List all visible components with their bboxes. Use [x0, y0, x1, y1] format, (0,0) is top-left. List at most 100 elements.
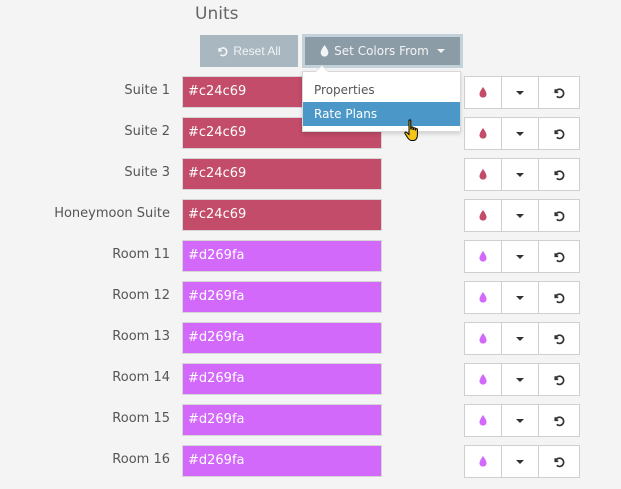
- row-button-group: [464, 199, 580, 232]
- droplet-icon: [479, 333, 487, 344]
- droplet-icon: [479, 415, 487, 426]
- dropdown-item-properties[interactable]: Properties: [314, 83, 375, 97]
- color-picker-button[interactable]: [464, 199, 502, 232]
- droplet-icon: [479, 210, 487, 221]
- reset-color-button[interactable]: [538, 322, 580, 355]
- reset-color-button[interactable]: [538, 404, 580, 437]
- droplet-icon: [479, 87, 487, 98]
- unit-name: Room 16: [112, 452, 170, 467]
- row-button-group: [464, 240, 580, 273]
- undo-icon: [553, 169, 565, 181]
- unit-row: Room 14 #d269fa: [0, 363, 621, 396]
- droplet-icon: [479, 456, 487, 467]
- caret-down-icon: [436, 49, 445, 53]
- color-options-button[interactable]: [501, 76, 539, 109]
- color-options-button[interactable]: [501, 445, 539, 478]
- unit-row: Room 16 #d269fa: [0, 445, 621, 478]
- color-options-button[interactable]: [501, 117, 539, 150]
- color-input[interactable]: #d269fa: [182, 363, 382, 395]
- color-input[interactable]: #c24c69: [182, 199, 382, 231]
- undo-icon: [553, 87, 565, 99]
- reset-color-button[interactable]: [538, 76, 580, 109]
- unit-row: Room 13 #d269fa: [0, 322, 621, 355]
- undo-icon: [553, 374, 565, 386]
- unit-name: Suite 1: [124, 83, 170, 98]
- caret-down-icon: [516, 377, 524, 382]
- caret-down-icon: [516, 295, 524, 300]
- droplet-icon: [479, 169, 487, 180]
- color-options-button[interactable]: [501, 199, 539, 232]
- unit-name: Room 12: [112, 288, 170, 303]
- caret-down-icon: [516, 459, 524, 464]
- droplet-icon: [479, 292, 487, 303]
- set-colors-focus-ring: Set Colors From: [302, 34, 463, 68]
- unit-row: Honeymoon Suite #c24c69: [0, 199, 621, 232]
- reset-color-button[interactable]: [538, 240, 580, 273]
- color-picker-button[interactable]: [464, 404, 502, 437]
- color-options-button[interactable]: [501, 158, 539, 191]
- undo-icon: [553, 251, 565, 263]
- color-picker-button[interactable]: [464, 117, 502, 150]
- reset-color-button[interactable]: [538, 158, 580, 191]
- row-button-group: [464, 117, 580, 150]
- color-options-button[interactable]: [501, 363, 539, 396]
- caret-down-icon: [516, 213, 524, 218]
- color-input[interactable]: #d269fa: [182, 404, 382, 436]
- reset-all-label: Reset All: [233, 44, 281, 58]
- color-input[interactable]: #d269fa: [182, 281, 382, 313]
- reset-color-button[interactable]: [538, 445, 580, 478]
- row-button-group: [464, 363, 580, 396]
- caret-down-icon: [516, 254, 524, 259]
- color-options-button[interactable]: [501, 240, 539, 273]
- reset-color-button[interactable]: [538, 117, 580, 150]
- caret-down-icon: [516, 336, 524, 341]
- row-button-group: [464, 158, 580, 191]
- reset-color-button[interactable]: [538, 363, 580, 396]
- color-picker-button[interactable]: [464, 158, 502, 191]
- color-options-button[interactable]: [501, 322, 539, 355]
- unit-row: Room 12 #d269fa: [0, 281, 621, 314]
- reset-color-button[interactable]: [538, 199, 580, 232]
- set-colors-from-label: Set Colors From: [334, 44, 429, 58]
- unit-name: Suite 2: [124, 124, 170, 139]
- undo-icon: [553, 128, 565, 140]
- undo-icon: [553, 210, 565, 222]
- row-button-group: [464, 76, 580, 109]
- unit-row: Room 11 #d269fa: [0, 240, 621, 273]
- color-input[interactable]: #d269fa: [182, 240, 382, 272]
- unit-name: Room 14: [112, 370, 170, 385]
- color-picker-button[interactable]: [464, 76, 502, 109]
- unit-row: Suite 3 #c24c69: [0, 158, 621, 191]
- caret-down-icon: [516, 172, 524, 177]
- set-colors-from-button[interactable]: Set Colors From: [305, 37, 460, 65]
- color-options-button[interactable]: [501, 404, 539, 437]
- undo-icon: [217, 46, 228, 57]
- hand-cursor-icon: [404, 119, 422, 143]
- row-button-group: [464, 445, 580, 478]
- color-options-button[interactable]: [501, 281, 539, 314]
- color-picker-button[interactable]: [464, 281, 502, 314]
- unit-name: Room 15: [112, 411, 170, 426]
- unit-row: Suite 2 #c24c69: [0, 117, 621, 150]
- undo-icon: [553, 415, 565, 427]
- reset-all-button[interactable]: Reset All: [200, 35, 298, 67]
- color-picker-button[interactable]: [464, 445, 502, 478]
- color-picker-button[interactable]: [464, 240, 502, 273]
- row-button-group: [464, 404, 580, 437]
- unit-name: Suite 3: [124, 165, 170, 180]
- reset-color-button[interactable]: [538, 281, 580, 314]
- droplet-icon: [479, 251, 487, 262]
- caret-down-icon: [516, 90, 524, 95]
- color-input[interactable]: #c24c69: [182, 158, 382, 190]
- set-colors-dropdown-menu: Properties Rate Plans: [302, 65, 461, 132]
- dropdown-item-rate-plans[interactable]: Rate Plans: [303, 102, 460, 126]
- color-picker-button[interactable]: [464, 363, 502, 396]
- droplet-icon: [479, 128, 487, 139]
- unit-name: Room 13: [112, 329, 170, 344]
- color-picker-button[interactable]: [464, 322, 502, 355]
- color-input[interactable]: #d269fa: [182, 322, 382, 354]
- row-button-group: [464, 281, 580, 314]
- unit-name: Honeymoon Suite: [54, 206, 170, 221]
- color-input[interactable]: #d269fa: [182, 445, 382, 477]
- unit-name: Room 11: [112, 247, 170, 262]
